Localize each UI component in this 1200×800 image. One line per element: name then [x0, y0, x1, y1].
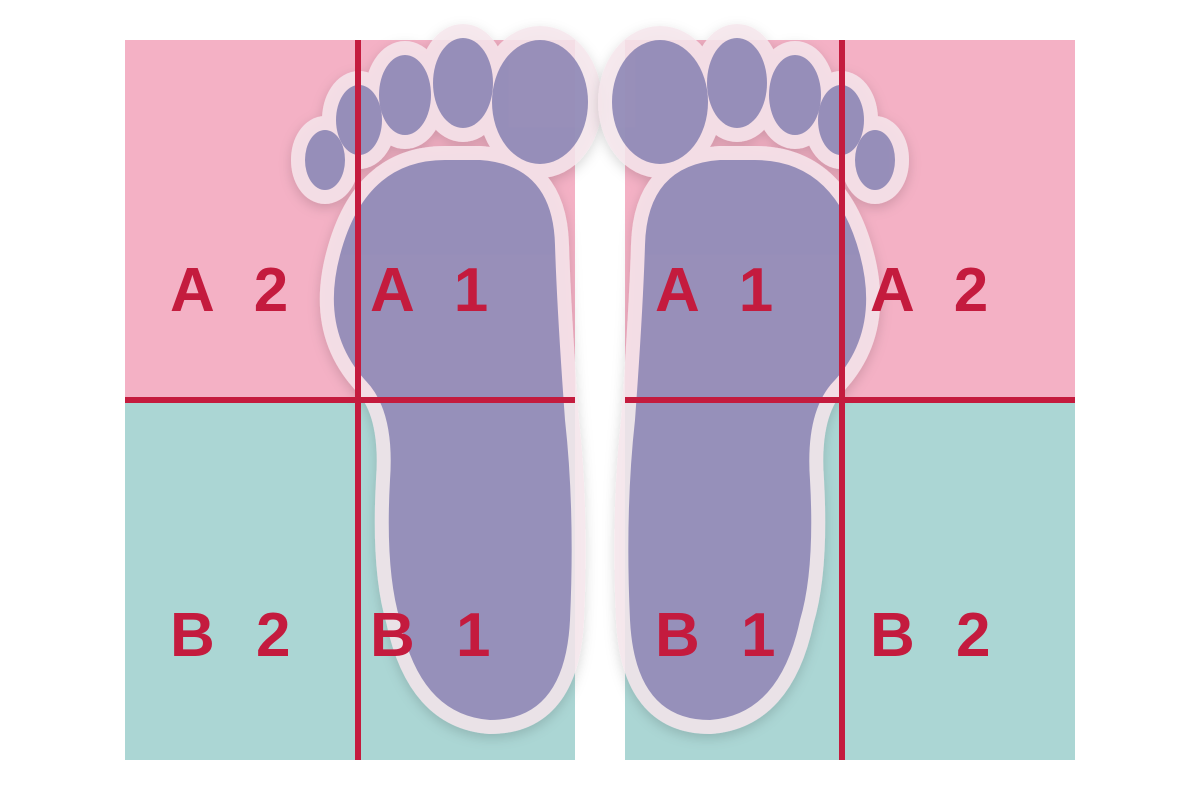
right-label-top-outer: A 2	[870, 260, 1000, 322]
left-label-bottom-outer: B 2	[170, 605, 302, 667]
right-label-bottom-outer: B 2	[870, 605, 1002, 667]
right-label-top-inner: A 1	[655, 260, 785, 322]
diagram-stage: A 2 A 1 B 2 B 1 A 2 A 1 B 2 B 1	[0, 0, 1200, 800]
right-horizontal-divider	[625, 397, 1075, 403]
right-foot-panel: A 2 A 1 B 2 B 1	[625, 40, 1075, 760]
right-vertical-divider	[839, 40, 845, 760]
left-horizontal-divider	[125, 397, 575, 403]
left-label-top-outer: A 2	[170, 260, 300, 322]
left-label-bottom-inner: B 1	[370, 605, 502, 667]
left-vertical-divider	[355, 40, 361, 760]
left-foot-panel: A 2 A 1 B 2 B 1	[125, 40, 575, 760]
right-label-bottom-inner: B 1	[655, 605, 787, 667]
left-label-top-inner: A 1	[370, 260, 500, 322]
